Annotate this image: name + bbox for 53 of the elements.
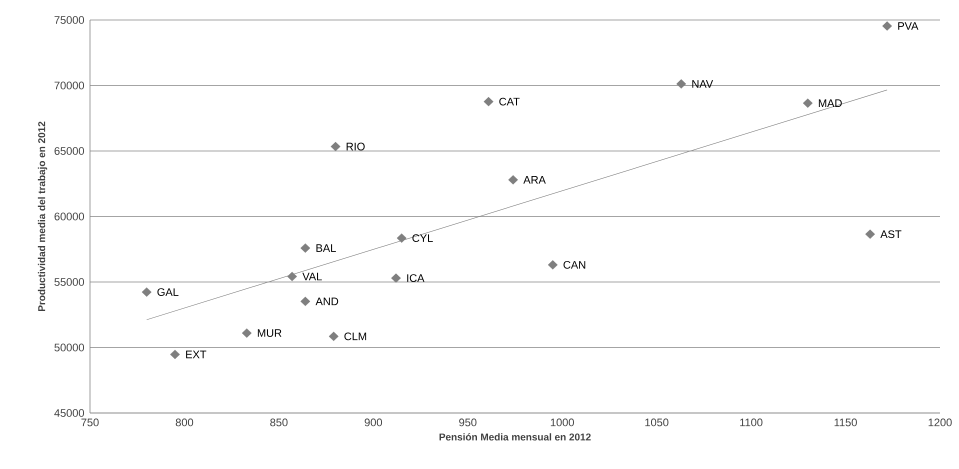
annotation: GAL xyxy=(157,288,178,296)
annotation: CLM xyxy=(344,332,366,340)
y-axis-title: Productividad media del trabajo en 2012 xyxy=(38,122,48,312)
point xyxy=(287,272,298,282)
point xyxy=(330,142,340,152)
x-tick-label: 1000 xyxy=(550,418,574,426)
point xyxy=(170,350,180,360)
x-tick-label: 750 xyxy=(81,418,99,426)
x-tick-label: 900 xyxy=(364,418,382,426)
y-tick-label: 50000 xyxy=(54,344,84,352)
annotation: ICA xyxy=(407,274,424,282)
x-tick-label: 800 xyxy=(176,418,194,426)
y-tick-label: 70000 xyxy=(54,82,84,90)
x-axis-title: Pensión Media mensual en 2012 xyxy=(440,433,591,441)
point xyxy=(142,287,152,297)
y-tick-label: 75000 xyxy=(54,16,84,24)
annotation: AST xyxy=(880,230,902,238)
point xyxy=(391,273,401,283)
point xyxy=(548,260,558,270)
annotation: EXT xyxy=(186,350,206,358)
x-tick-label: 850 xyxy=(270,418,288,426)
point xyxy=(882,21,892,31)
annotation: CAT xyxy=(499,98,520,106)
annotation: PVA xyxy=(898,22,918,30)
annotation: RIO xyxy=(346,142,365,150)
annotation: VAL xyxy=(302,272,322,280)
point xyxy=(865,229,876,239)
annotation: NAV xyxy=(692,80,714,88)
x-tick-label: 1150 xyxy=(834,418,857,426)
point xyxy=(484,96,494,106)
x-tick-label: 950 xyxy=(459,418,476,426)
point xyxy=(396,233,407,243)
annotation: ARA xyxy=(523,176,546,184)
annotation: BAL xyxy=(316,244,336,252)
annotation: CYL xyxy=(412,234,433,242)
y-tick-label: 45000 xyxy=(54,409,84,417)
point xyxy=(300,243,310,253)
y-tick-label: 65000 xyxy=(54,147,84,155)
point xyxy=(300,296,310,306)
annotation: AND xyxy=(316,298,338,306)
x-tick-label: 1050 xyxy=(645,418,668,426)
x-tick-label: 1200 xyxy=(928,418,952,426)
y-tick-label: 55000 xyxy=(54,278,84,286)
y-tick-label: 60000 xyxy=(54,212,84,220)
point xyxy=(802,98,813,108)
x-tick-label: 1100 xyxy=(740,418,762,426)
annotation: MAD xyxy=(818,99,842,107)
annotation: CAN xyxy=(564,260,586,269)
point xyxy=(508,175,518,185)
point xyxy=(328,332,339,342)
annotation: MUR xyxy=(258,329,282,337)
point xyxy=(242,328,252,338)
point xyxy=(676,79,686,89)
